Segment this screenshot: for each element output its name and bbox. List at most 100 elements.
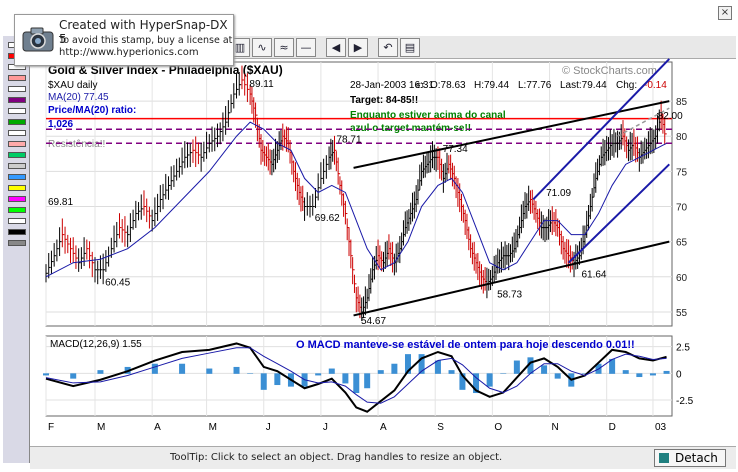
chart-title: Gold & Silver Index - Philadelphia ($XAU…	[48, 63, 283, 77]
close-icon[interactable]: ×	[718, 6, 732, 20]
macd-y-tick-label: 0	[676, 369, 682, 380]
macd-histogram-bar	[554, 373, 561, 379]
x-month-label: J	[266, 422, 271, 433]
palette-swatch[interactable]	[8, 75, 26, 81]
macd-histogram-bar	[247, 373, 254, 374]
macd-histogram-bar	[179, 363, 186, 374]
wave-2-icon[interactable]: ≈	[274, 38, 294, 57]
macd-histogram-bar	[274, 373, 281, 386]
macd-histogram-bar	[459, 373, 466, 390]
macd-histogram-bar	[404, 354, 411, 374]
status-bar: ToolTip: Click to select an object. Drag…	[30, 446, 736, 469]
palette-swatch[interactable]	[8, 97, 26, 103]
symbol-label: $XAU daily	[48, 80, 97, 91]
palette-swatch[interactable]	[8, 185, 26, 191]
macd-histogram-bar	[418, 354, 425, 374]
palette-swatch[interactable]	[8, 218, 26, 224]
y-tick-label: 55	[676, 308, 688, 319]
macd-histogram-bar	[581, 373, 588, 374]
arrow-left-icon[interactable]: ◀	[326, 38, 346, 57]
palette-swatch[interactable]	[8, 229, 26, 235]
quote-chg-value: -0.14	[644, 80, 667, 91]
macd-histogram-bar	[328, 368, 335, 374]
quote-chg: Chg:	[616, 80, 637, 91]
x-month-label: O	[494, 422, 502, 433]
macd-title: MACD(12,26,9) 1.55	[50, 339, 142, 350]
palette-swatch[interactable]	[8, 240, 26, 246]
ratio-label: Price/MA(20) ratio:	[48, 105, 136, 116]
macd-histogram-bar	[622, 370, 629, 374]
price-label: 71.09	[546, 188, 571, 199]
palette-swatch[interactable]	[8, 141, 26, 147]
macd-histogram-bar	[609, 358, 616, 374]
macd-histogram-bar	[636, 373, 643, 378]
stamp-line-2: To avoid this stamp, buy a license at	[59, 35, 233, 46]
palette-swatch[interactable]	[8, 152, 26, 158]
arrow-right-icon[interactable]: ▶	[348, 38, 368, 57]
x-month-label: M	[209, 422, 217, 433]
palette-swatch[interactable]	[8, 130, 26, 136]
projection-line	[617, 107, 670, 137]
stamp-line-3[interactable]: http://www.hyperionics.com	[59, 47, 199, 58]
price-label: 78.71	[337, 134, 362, 145]
layout-icon[interactable]: ▤	[400, 38, 420, 57]
price-label: 89.11	[249, 79, 274, 90]
macd-histogram-bar	[663, 370, 670, 374]
price-label: 58.73	[497, 290, 522, 301]
macd-histogram-bar	[649, 373, 656, 376]
y-tick-label: 80	[676, 132, 688, 143]
chart-watermark: © StockCharts.com	[562, 65, 657, 77]
y-tick-label: 65	[676, 238, 688, 249]
price-chart[interactable]: 55 60 65 70 75 80 85 Gold & Silver Index - Phil…	[30, 58, 736, 446]
macd-histogram-bar	[500, 373, 507, 374]
x-month-label: A	[154, 422, 161, 433]
palette-swatch[interactable]	[8, 86, 26, 92]
macd-line	[45, 342, 667, 413]
x-month-label: 03	[655, 422, 667, 433]
quote-last: Last:79.44	[560, 80, 607, 91]
palette-swatch[interactable]	[8, 207, 26, 213]
price-label: 82.00	[658, 111, 683, 122]
palette-swatch[interactable]	[8, 196, 26, 202]
macd-histogram-bar	[151, 363, 158, 374]
y-tick-label: 70	[676, 203, 688, 214]
macd-histogram-bar	[260, 373, 267, 390]
detach-button[interactable]: Detach	[654, 449, 726, 467]
macd-histogram-bar	[206, 368, 213, 374]
camera-icon	[22, 27, 54, 52]
channel-line-black	[353, 240, 670, 317]
x-month-label: A	[380, 422, 387, 433]
price-label: 69.81	[48, 197, 73, 208]
macd-histogram-bar	[70, 373, 77, 379]
quote-high: H:79.44	[474, 80, 509, 91]
palette-swatch[interactable]	[8, 119, 26, 125]
undo-icon[interactable]: ↶	[378, 38, 398, 57]
macd-histogram-bar	[527, 357, 534, 374]
quote-tz: ET	[416, 83, 426, 90]
macd-note: O MACD manteve-se estável de ontem para …	[296, 339, 635, 351]
detach-label: Detach	[675, 451, 718, 465]
hypersnap-stamp: Created with HyperSnap-DX 5 To avoid thi…	[14, 14, 234, 66]
x-month-label: S	[437, 422, 444, 433]
note-green-1: Enquanto estiver acima do canal	[350, 110, 506, 121]
x-month-label: J	[323, 422, 328, 433]
price-label: 69.62	[315, 213, 340, 224]
macd-histogram-bar	[43, 373, 49, 376]
palette-swatch[interactable]	[8, 174, 26, 180]
wave-icon[interactable]: ∿	[252, 38, 272, 57]
macd-histogram-bar	[541, 365, 548, 374]
palette-swatch[interactable]	[8, 163, 26, 169]
price-panel	[45, 61, 673, 327]
macd-histogram-bar	[473, 373, 480, 394]
ma-label: MA(20) 77.45	[48, 92, 109, 103]
detach-icon	[659, 453, 669, 463]
palette-swatch[interactable]	[8, 108, 26, 114]
line-icon[interactable]: —	[296, 38, 316, 57]
x-month-label: D	[609, 422, 616, 433]
x-month-label: M	[97, 422, 105, 433]
macd-histogram-bar	[342, 373, 349, 384]
price-label: 60.45	[105, 278, 130, 289]
macd-histogram-bar	[315, 373, 322, 376]
x-month-label: F	[48, 422, 54, 433]
